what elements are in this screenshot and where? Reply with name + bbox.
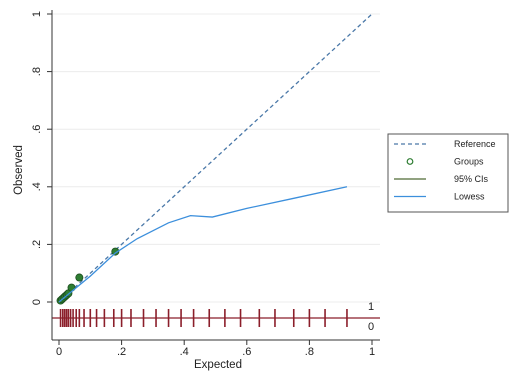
legend-marker-groups	[406, 158, 414, 165]
x-tick-label-3: .6	[242, 346, 251, 358]
legend-label-95-cis: 95% CIs	[454, 174, 489, 184]
reference-line	[58, 13, 373, 303]
y-tick-label-4: .8	[31, 67, 43, 76]
legend: Reference Groups 95% CIs Lowess	[387, 133, 509, 213]
legend-label-groups: Groups	[454, 157, 484, 167]
y-tick-label-3: .6	[31, 125, 43, 134]
x-tick-label-4: .8	[305, 346, 314, 358]
groups-point-7	[75, 273, 84, 282]
lowess-line	[58, 186, 348, 303]
x-tick-label-0: 0	[56, 346, 62, 358]
legend-box	[387, 133, 509, 213]
axes: 0.2.4.6.810.2.4.6.8 1	[31, 10, 380, 358]
x-tick-label-5: 1	[369, 346, 375, 358]
y-tick-label-1: .2	[31, 240, 43, 249]
y-tick-label-0: 0	[31, 299, 43, 305]
groups-point-8	[111, 247, 120, 256]
legend-label-lowess: Lowess	[454, 192, 485, 202]
x-tick-label-1: .2	[117, 346, 126, 358]
plot-area: 10	[52, 13, 380, 333]
rug-label-top: 1	[368, 301, 374, 313]
legend-label-reference: Reference	[454, 139, 496, 149]
x-tick-label-2: .4	[180, 346, 189, 358]
y-axis-title: Observed	[13, 145, 25, 195]
x-axis-title: Expected	[194, 359, 242, 371]
y-tick-label-5: 1	[31, 11, 43, 17]
rug-label-bottom: 0	[368, 321, 374, 333]
y-tick-label-2: .4	[31, 182, 43, 191]
